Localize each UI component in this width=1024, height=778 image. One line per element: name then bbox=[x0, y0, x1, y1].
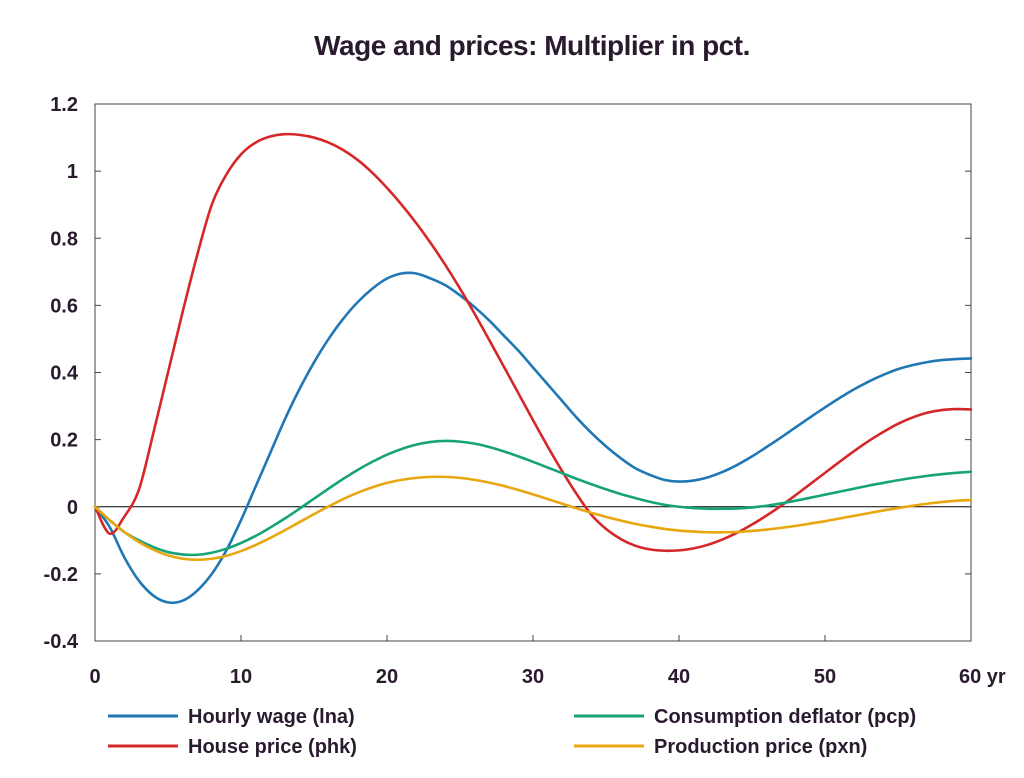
legend-item: Consumption deflator (pcp) bbox=[574, 706, 916, 728]
legend-label: House price (phk) bbox=[188, 736, 357, 758]
x-tick-label: 30 bbox=[522, 666, 544, 688]
plot-frame bbox=[94, 103, 972, 642]
x-tick-label: 40 bbox=[668, 666, 690, 688]
series-consumption-deflator-line bbox=[93, 439, 973, 557]
x-tick-label: 20 bbox=[376, 666, 398, 688]
legend-label: Production price (pxn) bbox=[654, 736, 867, 758]
series-house-price-line bbox=[93, 132, 973, 553]
y-tick-label: 1.2 bbox=[50, 94, 78, 116]
y-tick-label: 0.2 bbox=[50, 430, 78, 452]
y-tick-label: 0 bbox=[67, 497, 78, 519]
x-tick-label: 50 bbox=[814, 666, 836, 688]
legend: Hourly wage (lna) House price (phk) Consum… bbox=[108, 706, 916, 758]
x-tick-label: 0 bbox=[89, 666, 100, 688]
legend-item: Hourly wage (lna) bbox=[108, 706, 355, 728]
legend-item: House price (phk) bbox=[108, 736, 357, 758]
axes: -0.4 -0.2 0 0.2 0.4 0.6 0.8 1 1.2 0 10 20 30 40 50 60 y… bbox=[44, 94, 1006, 688]
x-tick-label: 60 yr bbox=[959, 666, 1006, 688]
legend-label: Hourly wage (lna) bbox=[188, 706, 355, 728]
series-hourly-wage-line bbox=[93, 271, 973, 605]
series-lines bbox=[93, 132, 973, 605]
series-production-price-line bbox=[93, 475, 973, 562]
chart-title: Wage and prices: Multiplier in pct. bbox=[314, 30, 750, 61]
legend-item: Production price (pxn) bbox=[574, 736, 867, 758]
y-tick-label: -0.4 bbox=[44, 631, 79, 653]
legend-label: Consumption deflator (pcp) bbox=[654, 706, 916, 728]
x-tick-label: 10 bbox=[230, 666, 252, 688]
y-tick-label: -0.2 bbox=[44, 564, 78, 586]
y-tick-label: 1 bbox=[67, 161, 78, 183]
y-tick-label: 0.6 bbox=[50, 295, 78, 317]
y-tick-label: 0.4 bbox=[50, 363, 79, 385]
y-tick-label: 0.8 bbox=[50, 228, 78, 250]
